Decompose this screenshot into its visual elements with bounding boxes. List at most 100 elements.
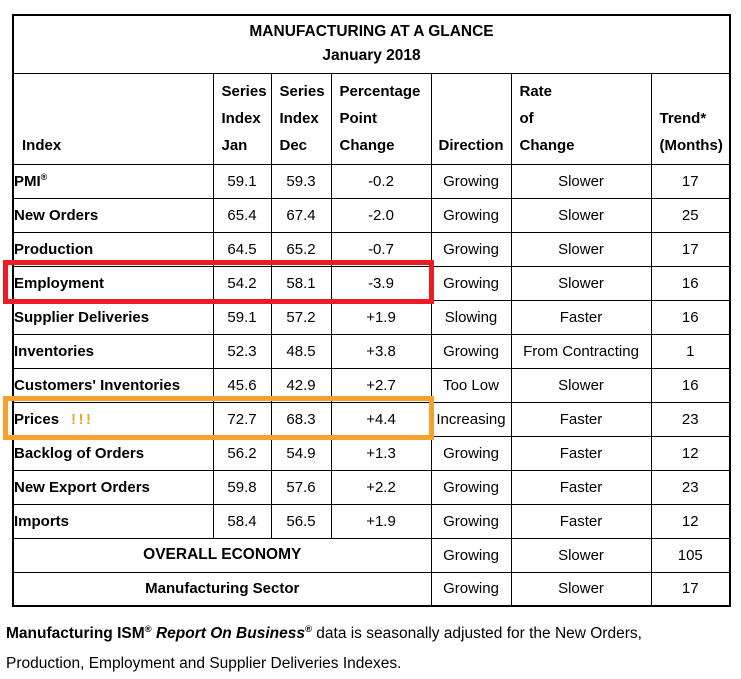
jan-value-cell: 59.1 [212,299,272,335]
change-value-cell: +3.8 [330,333,432,369]
index-name-cell: New Orders [12,197,214,233]
column-header-index: Index [12,72,214,165]
direction-cell: Too Low [430,367,512,403]
direction-cell: Growing [430,197,512,233]
jan-value-cell: 59.8 [212,469,272,505]
index-name-cell: Inventories [12,333,214,369]
direction-cell: Growing [430,469,512,505]
rate-cell: Faster [510,503,652,539]
dec-value-cell: 54.9 [270,435,332,471]
index-name-cell: PMI® [12,163,214,199]
rate-cell: From Contracting [510,333,652,369]
direction-cell: Growing [430,163,512,199]
index-name-cell: New Export Orders [12,469,214,505]
table-row-new-export-orders: New Export Orders 59.8 57.6 +2.2 Growing… [12,469,731,505]
table-title: MANUFACTURING AT A GLANCE [249,23,494,41]
dec-value-cell: 57.2 [270,299,332,335]
jan-value-cell: 59.1 [212,163,272,199]
trend-cell: 16 [650,265,731,301]
dec-value-cell: 65.2 [270,231,332,267]
dec-value-cell: 68.3 [270,401,332,437]
registered-mark: ® [304,623,312,635]
index-name-cell: Backlog of Orders [12,435,214,471]
dec-value-cell: 42.9 [270,367,332,403]
change-value-cell: +4.4 [330,401,432,437]
summary-label-cell: OVERALL ECONOMY [12,537,432,573]
title-row: MANUFACTURING AT A GLANCE January 2018 [12,14,731,74]
index-name-cell: Prices!!! [12,401,214,437]
trend-cell: 16 [650,367,731,403]
dec-value-cell: 48.5 [270,333,332,369]
jan-value-cell: 72.7 [212,401,272,437]
direction-cell: Growing [430,503,512,539]
rate-cell: Slower [510,537,652,573]
jan-value-cell: 45.6 [212,367,272,403]
rate-cell: Faster [510,469,652,505]
trend-cell: 16 [650,299,731,335]
jan-value-cell: 52.3 [212,333,272,369]
trend-cell: 1 [650,333,731,369]
table-row-new-orders: New Orders 65.4 67.4 -2.0 Growing Slower… [12,197,731,233]
column-header-series-index-jan: Series Index Jan [212,72,272,165]
table-row-imports: Imports 58.4 56.5 +1.9 Growing Faster 12 [12,503,731,539]
dec-value-cell: 58.1 [270,265,332,301]
rate-cell: Slower [510,163,652,199]
trend-cell: 17 [650,571,731,607]
direction-cell: Growing [430,265,512,301]
rate-cell: Faster [510,401,652,437]
direction-cell: Increasing [430,401,512,437]
trend-cell: 23 [650,401,731,437]
change-value-cell: +1.9 [330,299,432,335]
rate-cell: Slower [510,367,652,403]
change-value-cell: +1.9 [330,503,432,539]
table-row-pmi: PMI® 59.1 59.3 -0.2 Growing Slower 17 [12,163,731,199]
table-row-inventories: Inventories 52.3 48.5 +3.8 Growing From … [12,333,731,369]
footnote: Manufacturing ISM® Report On Business® d… [6,619,729,679]
table-row-prices: Prices!!! 72.7 68.3 +4.4 Increasing Fast… [12,401,731,437]
index-name-cell: Customers' Inventories [12,367,214,403]
direction-cell: Growing [430,571,512,607]
index-name-cell: Employment [12,265,214,301]
header-row: Index Series Index Jan Series Index Dec … [12,72,731,165]
rate-cell: Faster [510,435,652,471]
column-header-direction: Direction [430,72,512,165]
trend-cell: 25 [650,197,731,233]
change-value-cell: +2.7 [330,367,432,403]
column-header-rate-of-change: Rate of Change [510,72,652,165]
dec-value-cell: 57.6 [270,469,332,505]
footnote-text-line1: data is seasonally adjusted for the New … [316,625,642,642]
column-header-percentage-point-change: Percentage Point Change [330,72,432,165]
rate-cell: Faster [510,299,652,335]
index-name-cell: Production [12,231,214,267]
trend-cell: 17 [650,163,731,199]
change-value-cell: +2.2 [330,469,432,505]
rate-cell: Slower [510,265,652,301]
table-row-supplier-deliveries: Supplier Deliveries 59.1 57.2 +1.9 Slowi… [12,299,731,335]
jan-value-cell: 56.2 [212,435,272,471]
trend-cell: 23 [650,469,731,505]
registered-mark: ® [144,623,152,635]
table-title-cell: MANUFACTURING AT A GLANCE January 2018 [12,14,731,74]
direction-cell: Slowing [430,299,512,335]
dec-value-cell: 59.3 [270,163,332,199]
index-name-cell: Imports [12,503,214,539]
registered-mark: ® [40,171,48,182]
dec-value-cell: 67.4 [270,197,332,233]
table-row-overall-economy: OVERALL ECONOMY Growing Slower 105 [12,537,731,573]
jan-value-cell: 54.2 [212,265,272,301]
direction-cell: Growing [430,231,512,267]
rate-cell: Slower [510,571,652,607]
footnote-report-on-business: Report On Business [155,625,305,642]
direction-cell: Growing [430,435,512,471]
summary-label-cell: Manufacturing Sector [12,571,432,607]
jan-value-cell: 58.4 [212,503,272,539]
change-value-cell: +1.3 [330,435,432,471]
dec-value-cell: 56.5 [270,503,332,539]
manufacturing-table-wrap: MANUFACTURING AT A GLANCE January 2018 I… [3,14,732,607]
change-value-cell: -2.0 [330,197,432,233]
change-value-cell: -0.7 [330,231,432,267]
table-row-customers-inventories: Customers' Inventories 45.6 42.9 +2.7 To… [12,367,731,403]
rate-cell: Slower [510,231,652,267]
change-value-cell: -3.9 [330,265,432,301]
